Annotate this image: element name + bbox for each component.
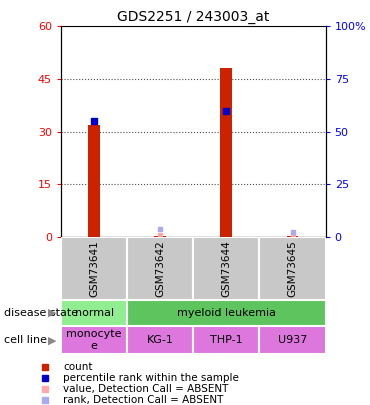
Text: rank, Detection Call = ABSENT: rank, Detection Call = ABSENT [63,394,223,405]
Text: percentile rank within the sample: percentile rank within the sample [63,373,239,383]
Bar [127,326,193,354]
Bar [88,125,100,237]
Bar [259,237,326,300]
Text: ▶: ▶ [48,308,56,318]
Bar [259,326,326,354]
Text: ▶: ▶ [48,335,56,345]
Title: GDS2251 / 243003_at: GDS2251 / 243003_at [117,10,269,24]
Text: KG-1: KG-1 [147,335,174,345]
Bar [127,237,193,300]
Text: THP-1: THP-1 [210,335,243,345]
Bar [194,326,259,354]
Bar [127,300,326,326]
Bar [221,68,232,237]
Text: U937: U937 [278,335,307,345]
Text: GSM73642: GSM73642 [155,240,165,297]
Text: GSM73641: GSM73641 [89,240,99,297]
Bar [61,237,127,300]
Text: GSM73644: GSM73644 [221,240,231,297]
Text: monocyte
e: monocyte e [66,329,122,351]
Text: count: count [63,362,93,372]
Text: cell line: cell line [4,335,47,345]
Text: disease state: disease state [4,308,78,318]
Bar [61,326,127,354]
Bar [287,236,299,237]
Text: myeloid leukemia: myeloid leukemia [177,308,276,318]
Text: normal: normal [75,308,114,318]
Bar [194,237,259,300]
Text: GSM73645: GSM73645 [287,240,297,297]
Bar [154,236,166,237]
Bar [61,300,127,326]
Text: value, Detection Call = ABSENT: value, Detection Call = ABSENT [63,384,229,394]
